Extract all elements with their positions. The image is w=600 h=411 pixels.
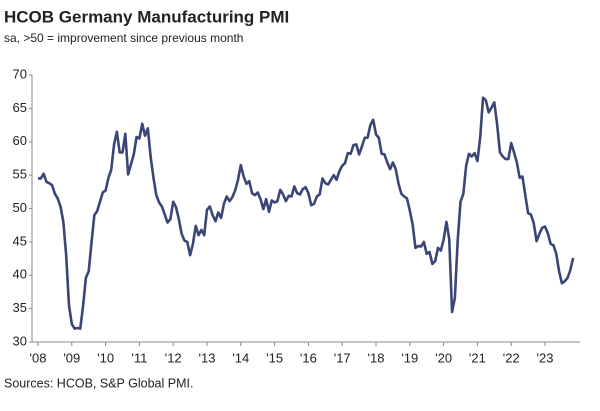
data-line (38, 96, 575, 330)
x-tick-label: '13 (199, 350, 216, 365)
chart-title: HCOB Germany Manufacturing PMI (4, 7, 289, 26)
x-tick-label: '12 (165, 350, 182, 365)
x-tick-label: '09 (63, 350, 80, 365)
x-tick-label: '10 (97, 350, 114, 365)
y-tick-label: 55 (13, 167, 27, 182)
x-tick-label: '23 (537, 350, 554, 365)
x-tick-label: '08 (30, 350, 47, 365)
x-tick-label: '22 (503, 350, 520, 365)
x-tick-label: '20 (435, 350, 452, 365)
chart-subtitle: sa, >50 = improvement since previous mon… (4, 31, 243, 45)
x-tick-label: '17 (334, 350, 351, 365)
y-tick-label: 60 (13, 133, 27, 148)
x-tick-label: '11 (131, 350, 147, 365)
x-tick-label: '18 (368, 350, 385, 365)
x-tick-label: '15 (266, 350, 283, 365)
y-tick-label: 70 (13, 66, 27, 81)
x-tick-label: '19 (401, 350, 418, 365)
x-tick-label: '16 (300, 350, 317, 365)
x-tick-label: '21 (469, 350, 486, 365)
y-tick-label: 40 (13, 267, 27, 282)
y-tick-label: 65 (13, 100, 27, 115)
y-tick-label: 45 (13, 233, 27, 248)
y-tick-label: 30 (13, 333, 27, 348)
y-tick-label: 50 (13, 200, 27, 215)
y-tick-label: 35 (13, 300, 27, 315)
source: Sources: HCOB, S&P Global PMI. (4, 376, 193, 390)
x-tick-label: '14 (232, 350, 249, 365)
